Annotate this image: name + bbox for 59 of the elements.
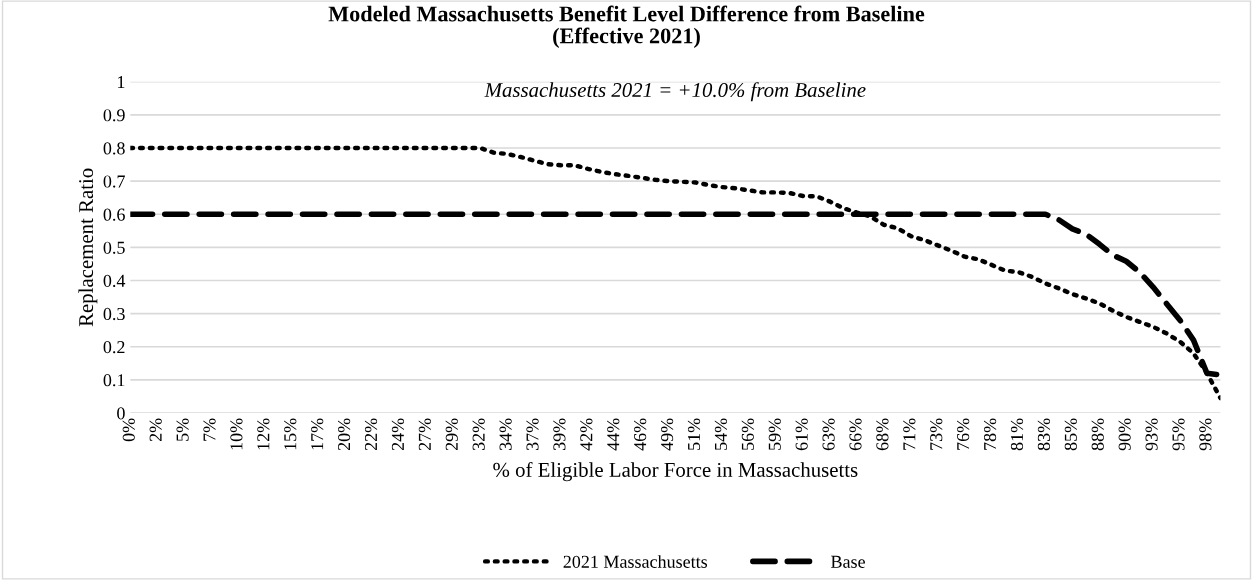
x-tick-label: 76%	[957, 418, 970, 450]
x-tick-label: 12%	[257, 418, 270, 450]
legend-label: 2021 Massachusetts	[563, 555, 708, 568]
x-tick-label: 2%	[149, 418, 162, 442]
x-tick-label: 88%	[1091, 418, 1104, 451]
y-tick-label: 0.3	[103, 307, 125, 321]
x-tick-label: 27%	[418, 418, 431, 451]
line-series	[130, 145, 1221, 401]
x-tick-label: 39%	[553, 418, 566, 451]
x-tick-label: 81%	[1010, 418, 1024, 451]
x-tick-label: 78%	[983, 418, 997, 450]
x-tick-label: 10%	[230, 418, 243, 450]
x-tick-label: 51%	[687, 418, 701, 450]
x-tick-label: 68%	[876, 418, 889, 451]
x-tick-label: 0%	[122, 418, 135, 442]
y-tick-label: 0.6	[103, 208, 125, 221]
y-tick-label: 0.7	[103, 175, 125, 188]
x-tick-label: 73%	[930, 418, 943, 450]
x-tick-label: 85%	[1064, 418, 1077, 451]
x-tick-label: 29%	[445, 418, 458, 451]
x-tick-label: 56%	[741, 418, 754, 450]
x-tick-label: 98%	[1199, 418, 1212, 451]
chart-subtitle: Massachusetts 2021 = +10.0% from Baseline	[484, 82, 866, 102]
x-tick-label: 42%	[580, 418, 593, 451]
x-axis-title: % of Eligible Labor Force in Massachusetts	[493, 462, 858, 482]
x-tick-label: 15%	[284, 418, 297, 450]
x-tick-label: 93%	[1145, 418, 1158, 451]
x-tick-label: 34%	[499, 418, 512, 451]
y-tick-label: 0.8	[103, 142, 125, 155]
x-tick-label: 71%	[903, 418, 916, 450]
x-tick-label: 90%	[1118, 418, 1131, 451]
y-axis-title: Replacement Ratio	[78, 168, 98, 327]
x-tick-label: 95%	[1172, 418, 1185, 451]
x-tick-label: 59%	[768, 418, 781, 450]
x-tick-label: 5%	[176, 418, 189, 441]
x-tick-label: 22%	[364, 418, 378, 451]
x-tick-label: 37%	[526, 418, 539, 451]
y-tick-label: 0.5	[103, 241, 125, 254]
x-tick-label: 32%	[472, 418, 485, 451]
x-tick-label: 83%	[1037, 418, 1051, 451]
x-tick-label: 49%	[660, 418, 674, 451]
x-tick-label: 44%	[607, 418, 620, 451]
x-tick-label: 54%	[714, 418, 728, 450]
y-tick-label: 0.9	[103, 109, 125, 122]
x-tick-label: 66%	[849, 418, 862, 451]
x-tick-label: 63%	[822, 418, 835, 451]
y-tick-label: 0.4	[103, 274, 126, 288]
x-tick-label: 46%	[634, 418, 647, 451]
y-tick-label: 0.2	[103, 340, 125, 354]
x-tick-label: 17%	[311, 418, 324, 450]
y-tick-label: 0	[117, 407, 125, 420]
chart-title: Modeled Massachusetts Benefit Level Difference from Baseline (Effective 2021)	[328, 5, 925, 48]
y-tick-label: 0.1	[103, 374, 125, 387]
legend-label: Base	[831, 555, 865, 568]
x-tick-label: 24%	[391, 418, 405, 451]
x-tick-label: 61%	[795, 418, 808, 451]
y-tick-label: 1	[118, 76, 125, 89]
x-tick-label: 20%	[337, 418, 351, 451]
x-tick-label: 7%	[203, 418, 216, 441]
